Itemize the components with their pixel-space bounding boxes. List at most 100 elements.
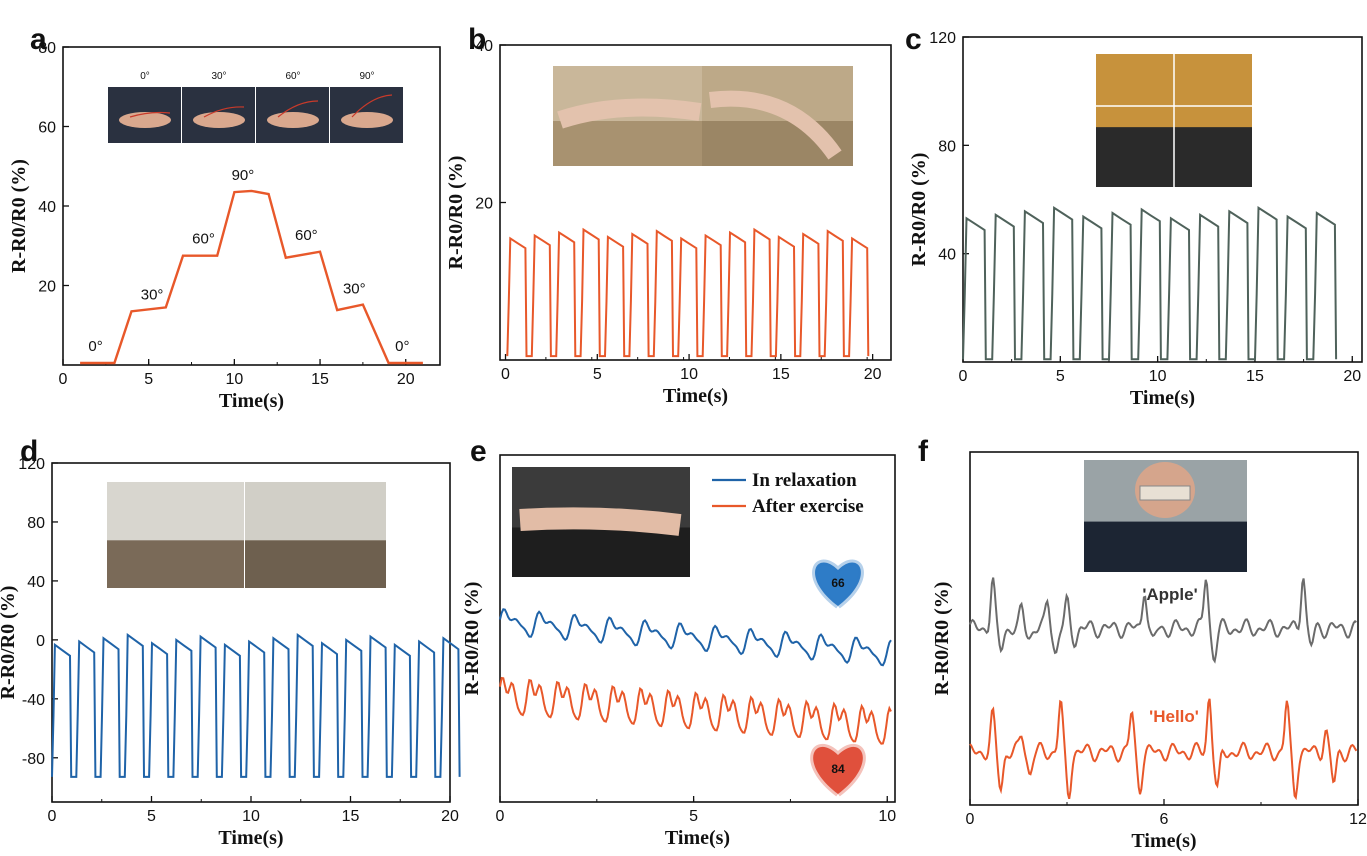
panel-b-xtick-label: 10 <box>680 366 698 383</box>
panel-a-series-line <box>80 189 423 365</box>
panel-c-ylabel-text: R-R0/R0 (%) <box>908 153 930 267</box>
panel-a-ytick-label: 40 <box>38 199 56 216</box>
panel-a-annotation: 0° <box>88 338 102 355</box>
panel-e-inset-photo-lower <box>512 527 690 577</box>
panel-c-ytick-label: 40 <box>938 247 956 264</box>
panel-b-xtick-label: 20 <box>864 366 882 383</box>
panel-b-xtick-label: 0 <box>501 366 510 383</box>
panel-b-inset-photo-left-lower <box>553 121 702 166</box>
panel-e-letter: e <box>470 435 487 468</box>
panel-a-inset-hand <box>341 112 393 128</box>
panel-d-ytick-label: 80 <box>27 515 45 532</box>
panel-d-xtick-label: 10 <box>242 808 260 825</box>
panel-a-ytick-label: 80 <box>38 40 56 57</box>
panel-c-xtick-label: 10 <box>1149 368 1167 385</box>
panel-a-inset-wire <box>277 100 319 118</box>
panel-b-letter: b <box>468 23 486 56</box>
panel-c-xtick-label: 20 <box>1343 368 1361 385</box>
panel-b-xlabel: Time(s) <box>663 385 728 407</box>
panel-c-series-line <box>962 205 1338 361</box>
panel-c-letter: c <box>905 23 922 56</box>
panel-a-annotation: 30° <box>343 280 366 297</box>
panel-e-legend-label: After exercise <box>752 496 864 517</box>
panel-c-xtick-label: 0 <box>959 368 968 385</box>
panel-a-ytick-label: 60 <box>38 120 56 137</box>
panel-f-xtick-label: 0 <box>966 811 975 828</box>
panel-a-inset-wire <box>351 94 393 118</box>
panel-c-xlabel: Time(s) <box>1130 387 1195 409</box>
panel-d-ytick-label: 0 <box>36 633 45 650</box>
panel-d-xtick-label: 0 <box>48 808 57 825</box>
panel-c-ytick-label: 80 <box>938 138 956 155</box>
panel-d-inset-photo-left-lower <box>107 540 244 588</box>
panel-c: c 0 5 10 15 20 40 80 120 Time(s) <box>905 23 1363 409</box>
panel-f-series-apple <box>969 577 1357 664</box>
panel-f-series-hello <box>969 698 1358 801</box>
panel-a-annotation: 60° <box>295 227 318 244</box>
panel-f-label-hello: 'Hello' <box>1149 707 1199 726</box>
panel-b: b 0 5 10 15 20 20 40 Time(s) <box>468 23 892 407</box>
panel-b-inset-arm <box>709 90 842 160</box>
panel-a-xlabel: Time(s) <box>219 390 284 412</box>
panel-a-inset-label: 90° <box>359 71 374 82</box>
panel-d-ytick-label: 40 <box>27 574 45 591</box>
panel-a: a 0 5 10 15 20 20 40 60 80 Time(s) <box>30 23 441 412</box>
panel-e-axes-frame <box>499 454 896 803</box>
panel-b-inset-arm <box>557 98 702 129</box>
panel-a-letter: a <box>30 23 47 56</box>
panel-a-annotation: 30° <box>141 286 164 303</box>
panel-e-ylabel-text: R-R0/R0 (%) <box>461 582 483 696</box>
panel-f: f 0 6 12 Time(s) <box>918 435 1367 852</box>
panel-e-legend-label: In relaxation <box>752 470 857 491</box>
panel-f-xtick-label: 6 <box>1160 811 1169 828</box>
panel-a-inset-wire <box>203 106 245 118</box>
panel-e-xtick-label: 0 <box>496 808 505 825</box>
panel-a-inset-label: 30° <box>211 71 226 82</box>
panel-d-xtick-label: 20 <box>441 808 459 825</box>
panel-e-xtick-label: 10 <box>878 808 896 825</box>
panel-f-ylabel: R-R0/R0 (%) <box>931 582 953 696</box>
panel-e-series-line <box>499 676 892 745</box>
panel-a-xtick-label: 20 <box>397 371 415 388</box>
panel-e-heart-red-icon <box>810 743 866 797</box>
panel-a-annotation: 60° <box>192 231 215 248</box>
panel-a-ytick-label: 20 <box>38 279 56 296</box>
panel-a-xtick-label: 10 <box>225 371 243 388</box>
panel-f-label-apple: 'Apple' <box>1142 585 1197 604</box>
panel-c-ylabel: R-R0/R0 (%) <box>908 153 930 267</box>
panel-c-xtick-label: 15 <box>1246 368 1264 385</box>
panel-e-inset-arm <box>519 507 682 536</box>
panel-f-ylabel-text: R-R0/R0 (%) <box>931 582 953 696</box>
panel-e-heart-blue-icon <box>812 559 864 609</box>
panel-e-series-line <box>499 608 892 667</box>
panel-e: e 0 5 10 Time(s) <box>470 435 896 849</box>
panel-a-ylabel-text: R-R0/R0 (%) <box>8 159 30 273</box>
panel-b-series-line <box>506 227 870 358</box>
panel-c-xtick-label: 5 <box>1056 368 1065 385</box>
panel-b-ytick-label: 20 <box>475 196 493 213</box>
panel-b-xtick-label: 15 <box>772 366 790 383</box>
panel-a-ylabel: R-R0/R0 (%) <box>8 159 30 273</box>
panel-f-xtick-label: 12 <box>1349 811 1367 828</box>
panel-a-xtick-label: 15 <box>311 371 329 388</box>
panel-e-heart-blue-icon-count: 66 <box>831 576 845 590</box>
panel-d-ytick-label: 120 <box>18 456 45 473</box>
panel-c-ytick-label: 120 <box>929 30 956 47</box>
panel-d-xtick-label: 5 <box>147 808 156 825</box>
panel-a-annotation: 0° <box>395 338 409 355</box>
panel-e-xlabel: Time(s) <box>665 827 730 849</box>
panel-d-letter: d <box>20 435 38 468</box>
panel-d-inset-photo-right-lower <box>245 540 386 588</box>
panel-e-ylabel: R-R0/R0 (%) <box>461 582 483 696</box>
panel-d-xtick-label: 15 <box>342 808 360 825</box>
panel-a-inset-wire <box>129 111 171 118</box>
panel-a-xtick-label: 5 <box>144 371 153 388</box>
panel-f-xlabel: Time(s) <box>1131 830 1196 852</box>
panel-a-inset-label: 60° <box>285 71 300 82</box>
panel-a-xtick-label: 0 <box>59 371 68 388</box>
panel-b-ylabel: R-R0/R0 (%) <box>445 156 467 270</box>
panel-f-inset-photo-lower <box>1084 521 1247 572</box>
panel-e-xtick-label: 5 <box>689 808 698 825</box>
panel-b-ytick-label: 40 <box>475 38 493 55</box>
panel-c-axes-frame <box>962 36 1363 363</box>
